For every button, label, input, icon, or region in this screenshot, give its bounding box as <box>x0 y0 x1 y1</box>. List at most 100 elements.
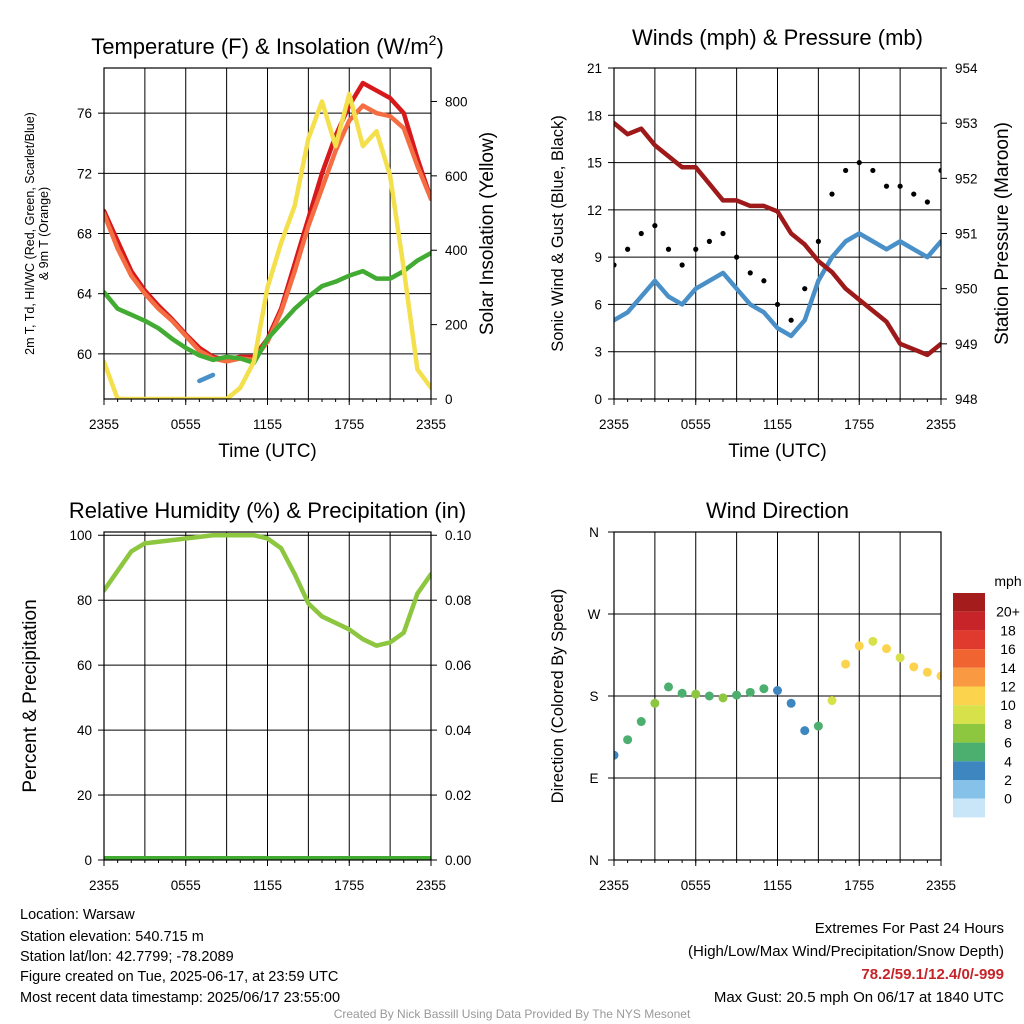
y2-tick-label: 0.00 <box>445 853 471 868</box>
y2-tick-label: 0.06 <box>445 658 471 673</box>
chart-title: Winds (mph) & Pressure (mb) <box>632 25 923 50</box>
plot-data <box>614 120 941 358</box>
x-axis-label: Time (UTC) <box>728 441 827 462</box>
x-tick-label: 2355 <box>89 878 119 893</box>
gust-point <box>679 262 685 268</box>
x-tick-label: 2355 <box>926 417 956 432</box>
direction-point <box>841 659 851 669</box>
gust-point <box>652 223 658 229</box>
chart-title: Wind Direction <box>706 498 849 523</box>
legend-label: 20+ <box>996 604 1020 620</box>
grid <box>614 531 941 861</box>
legend-label: 2 <box>1004 772 1012 788</box>
extremes-values: 78.2/59.1/12.4/0/-999 <box>861 966 1004 983</box>
legend-swatch <box>953 742 985 762</box>
legend-swatch <box>953 630 985 650</box>
legend-label: 14 <box>1000 660 1016 676</box>
legend-label: 4 <box>1004 753 1012 769</box>
gust-point <box>761 278 767 284</box>
gust-point <box>870 167 876 174</box>
gust-point <box>734 254 740 260</box>
direction-point <box>827 696 837 706</box>
direction-point <box>704 691 714 701</box>
legend-swatch <box>953 667 985 687</box>
ticks <box>608 531 942 866</box>
y-tick-label: 6 <box>594 297 602 312</box>
y2-tick-label: 951 <box>955 227 978 242</box>
gust-point <box>665 246 672 252</box>
y-axis-label: Percent & Precipitation <box>20 599 41 792</box>
x-tick-label: 1755 <box>334 417 364 432</box>
direction-point <box>786 698 796 708</box>
y-tick-label: 20 <box>77 788 92 803</box>
legend-swatch <box>953 611 985 631</box>
plot-data <box>104 532 431 860</box>
series-3-line <box>614 120 941 358</box>
direction-point <box>636 717 646 727</box>
y2-tick-label: 949 <box>955 337 978 352</box>
y-tick-label: 68 <box>77 227 92 242</box>
gust-point <box>911 191 917 197</box>
y-tick-label: W <box>588 607 601 622</box>
y-tick-label: 12 <box>587 203 602 218</box>
y2-tick-label: 948 <box>955 392 978 407</box>
legend-label: 18 <box>1000 622 1016 638</box>
x-tick-label: 0555 <box>171 417 201 432</box>
direction-point <box>745 687 755 697</box>
gust-point <box>883 183 890 189</box>
y2-tick-label: 800 <box>445 94 468 109</box>
direction-point <box>936 671 941 681</box>
y-tick-label: 76 <box>77 106 92 121</box>
gust-point <box>829 191 835 197</box>
x-tick-label: 2355 <box>926 878 956 893</box>
direction-point <box>691 689 701 699</box>
y2-tick-label: 400 <box>445 243 468 258</box>
x-tick-label: 2355 <box>416 878 446 893</box>
gust-point <box>774 301 781 308</box>
series-1-line <box>614 231 941 339</box>
x-axis-label: Time (UTC) <box>218 441 317 462</box>
elevation-text: Station elevation: 540.715 m <box>20 929 204 945</box>
legend-label: 8 <box>1004 716 1012 732</box>
gust-point <box>802 286 808 292</box>
x-tick-label: 1155 <box>763 878 792 893</box>
gust-point <box>625 246 631 252</box>
y-tick-label: 60 <box>77 658 92 673</box>
gust-point <box>614 262 617 268</box>
x-tick-label: 1155 <box>253 878 282 893</box>
max-gust-text: Max Gust: 20.5 mph On 06/17 at 1840 UTC <box>713 989 1004 1006</box>
y-tick-label: 64 <box>77 287 93 302</box>
gust-point <box>788 317 794 323</box>
direction-point <box>759 684 769 694</box>
gust-point <box>747 270 753 276</box>
y-axis-label: Sonic Wind & Gust (Blue, Black) <box>549 115 567 352</box>
created-text: Figure created on Tue, 2025-06-17, at 23… <box>20 969 339 985</box>
grid <box>104 68 431 399</box>
direction-point <box>664 682 673 692</box>
gust-point <box>856 159 862 166</box>
gust-point <box>897 183 903 189</box>
gust-point <box>693 246 699 252</box>
direction-point <box>650 698 660 708</box>
y-axis-label: Direction (Colored By Speed) <box>549 589 567 804</box>
gust-point <box>843 167 849 174</box>
grid <box>614 67 941 400</box>
direction-point <box>614 750 619 760</box>
legend-label: 12 <box>1000 679 1016 695</box>
x-tick-label: 1755 <box>844 878 874 893</box>
speed-legend: mph 20+ 18 16 14 12 10 8 6 4 2 0 <box>953 573 1022 818</box>
y-axis-label: 2m T, Td, HI/WC (Red, Green, Scarlet/Blu… <box>23 112 51 355</box>
legend-swatch <box>953 723 985 743</box>
direction-point <box>909 662 919 672</box>
chart-title: Temperature (F) & Insolation (W/m2) <box>91 32 444 59</box>
direction-point <box>623 735 633 745</box>
y-tick-label: N <box>589 525 599 540</box>
y2-axis-label: Station Pressure (Maroon) <box>992 122 1013 345</box>
legend-swatch <box>953 780 985 799</box>
direction-point <box>732 690 742 700</box>
chart-title: Relative Humidity (%) & Precipitation (i… <box>69 498 466 523</box>
y-tick-label: 18 <box>587 108 602 123</box>
panel-2: 2355 0555 1155 1755 2355 Time (UTC) 0 3 6 9 12 15 18… <box>549 25 1013 462</box>
direction-point <box>718 693 728 703</box>
direction-point <box>854 641 864 651</box>
